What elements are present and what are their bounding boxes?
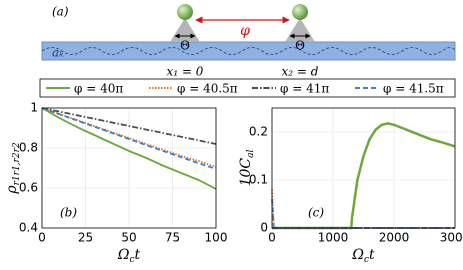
field-wave <box>41 47 456 55</box>
atom <box>292 4 308 20</box>
x-tick-label: 0 <box>38 231 46 245</box>
x-tick-label: 75 <box>165 231 180 245</box>
position-label: x₂ = d <box>282 65 319 79</box>
series-line <box>41 107 217 168</box>
field-label: aₖ <box>52 46 64 60</box>
position-label: x₁ = 0 <box>167 65 204 79</box>
x-tick-label: 3000 <box>440 231 463 245</box>
axis-label-base: Ω <box>351 247 364 263</box>
series-line <box>41 107 217 170</box>
legend-label: φ = 40π <box>74 82 123 96</box>
y-tick-label: 0.8 <box>19 141 38 155</box>
legend-label: φ = 41π <box>280 82 329 96</box>
angle-label: Θ <box>295 39 305 53</box>
axis-label-base: ρ <box>4 185 20 195</box>
x-tick-label: 0 <box>268 231 276 245</box>
y-tick-label: 0 <box>260 221 268 235</box>
x-tick-label: 25 <box>78 231 93 245</box>
x-tick-label: 50 <box>121 231 136 245</box>
plot-frame <box>271 107 456 229</box>
y-tick-label: 0.4 <box>19 221 38 235</box>
series-line <box>272 122 456 230</box>
axis-label-sub: c <box>364 255 369 265</box>
x-tick-label: 100 <box>205 231 228 245</box>
y-tick-label: 0.6 <box>19 181 38 195</box>
series-line <box>41 107 217 190</box>
waveguide <box>41 41 456 61</box>
axis-label-tail: t <box>369 247 375 263</box>
axis-label: Ωct <box>117 247 141 265</box>
legend-label: φ = 40.5π <box>177 82 238 96</box>
panel-label: (b) <box>60 206 77 220</box>
diagram: (a) φ Θ Θ aₖ x₁ = 0 x₂ = d <box>41 4 456 79</box>
axis-label-sub: r1r1,r2r2 <box>12 142 22 185</box>
y-tick-label: 0.1 <box>249 173 268 187</box>
series-line <box>271 199 455 229</box>
axis-label: 10Cal <box>238 149 256 186</box>
axis-label-sub: al <box>246 149 256 157</box>
series-line <box>41 107 217 145</box>
legend-label: φ = 41.5π <box>383 82 444 96</box>
legend-box <box>39 78 456 98</box>
axis-label-base: 10C <box>238 158 254 187</box>
x-tick-label: 2000 <box>379 231 410 245</box>
y-tick-label: 0.2 <box>249 125 268 139</box>
panel-label: (a) <box>52 5 69 19</box>
axis-label: Ωct <box>351 247 375 265</box>
plot-frame <box>41 107 217 229</box>
axis-label: ρr1r1,r2r2 <box>4 142 22 194</box>
atom <box>177 4 193 20</box>
x-tick-label: 1000 <box>318 231 349 245</box>
phase-label: φ <box>240 23 250 39</box>
axis-label-base: Ω <box>117 247 130 263</box>
axis-label-tail: t <box>135 247 141 263</box>
series-line <box>271 189 455 229</box>
y-tick-label: 1 <box>30 101 38 115</box>
axis-label-sub: c <box>129 255 134 265</box>
angle-label: Θ <box>180 39 190 53</box>
panel-label: (c) <box>308 206 324 220</box>
